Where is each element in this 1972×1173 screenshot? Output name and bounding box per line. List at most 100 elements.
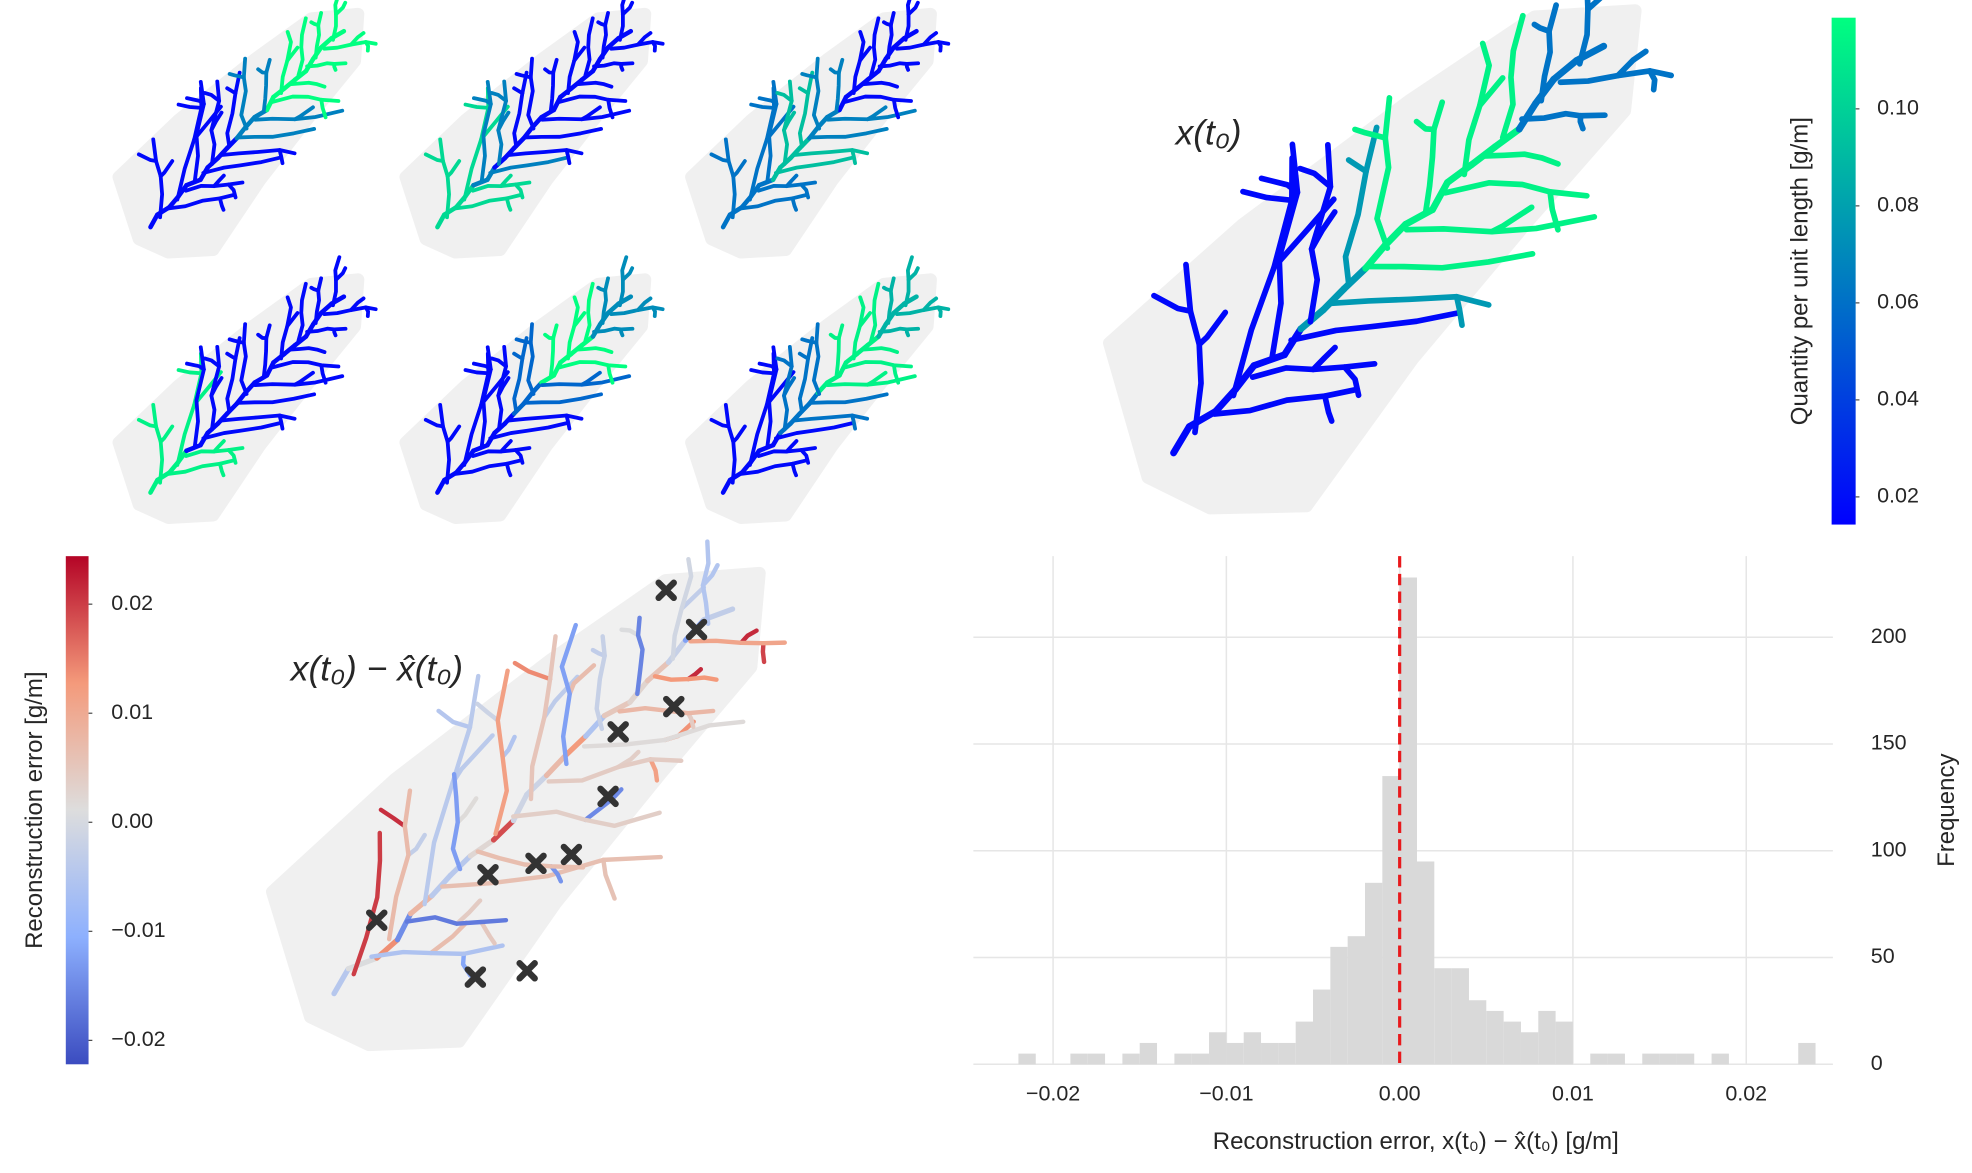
- histogram-bar: [1087, 1053, 1106, 1065]
- river-reach: [287, 80, 327, 89]
- river-reach: [1538, 2, 1559, 104]
- river-reach: [1319, 285, 1348, 314]
- histogram-bar: [1226, 1042, 1244, 1065]
- river-reach: [670, 557, 694, 662]
- river-reach: [790, 196, 798, 212]
- river-reach: [454, 898, 483, 926]
- river-reach: [566, 295, 580, 361]
- river-reach: [1550, 57, 1580, 83]
- colorbar-tick-label: −0.01: [111, 918, 165, 942]
- histogram-bar: [1607, 1053, 1625, 1065]
- colorbar-tick-label: 0.10: [1877, 96, 1919, 120]
- river-reach: [227, 72, 246, 80]
- river-reach: [236, 126, 317, 140]
- river-reach: [479, 345, 493, 450]
- river-reach: [261, 57, 272, 113]
- river-reach: [378, 807, 408, 829]
- river-reach: [739, 193, 809, 211]
- river-reach: [318, 36, 334, 50]
- river-reach: [218, 148, 297, 158]
- river-reach: [618, 0, 626, 42]
- river-reach: [313, 276, 324, 325]
- river-reach: [644, 659, 672, 684]
- histogram-bar: [1243, 1032, 1262, 1065]
- histogram-bar: [1416, 861, 1435, 1065]
- river-reach: [834, 323, 845, 379]
- river-reach: [619, 627, 641, 638]
- histogram-bar: [1555, 1021, 1573, 1065]
- colorbar-tick-label: 0.01: [111, 700, 153, 724]
- river-reach: [488, 155, 570, 175]
- river-reach: [318, 301, 334, 316]
- river-reach: [1250, 351, 1288, 370]
- river-reach: [512, 70, 529, 149]
- colorbar-label: Reconstruction error [g/m]: [21, 672, 48, 949]
- river-reach: [774, 421, 855, 441]
- river-reach: [438, 137, 451, 220]
- river-reach: [151, 402, 165, 485]
- x-tick-label: 0.00: [1379, 1081, 1421, 1105]
- river-reach: [837, 94, 849, 113]
- river-reach: [334, 266, 348, 282]
- river-reach: [479, 79, 493, 184]
- river-reach: [528, 634, 558, 802]
- river-reach: [345, 955, 380, 972]
- river-reach: [636, 296, 653, 312]
- river-reach: [1365, 251, 1536, 271]
- river-reach: [1531, 21, 1552, 35]
- river-reach: [192, 345, 206, 450]
- colorbar-tick-label: −0.02: [111, 1027, 165, 1051]
- river-reach: [546, 757, 684, 784]
- river-reach: [151, 137, 165, 220]
- river-reach: [471, 446, 532, 459]
- histogram-bar: [1711, 1053, 1729, 1065]
- river-reach: [463, 102, 491, 110]
- river-reach: [192, 79, 206, 184]
- river-reach: [800, 72, 819, 80]
- river-reach: [1288, 310, 1461, 344]
- river-reach: [1429, 179, 1451, 214]
- river-reach: [749, 368, 776, 376]
- river-reach: [652, 674, 719, 682]
- river-reach: [209, 345, 222, 432]
- histogram-bar: [1122, 1053, 1140, 1065]
- river-reach: [921, 31, 939, 47]
- river-reach: [148, 477, 160, 495]
- river-reach: [723, 137, 737, 220]
- river-reach: [471, 180, 532, 193]
- colorbar-label: Quantity per unit length [g/m]: [1787, 117, 1814, 425]
- river-reach: [574, 80, 614, 89]
- river-reach: [851, 30, 866, 95]
- river-reach: [605, 36, 621, 50]
- river-reach: [738, 628, 759, 646]
- river-reach: [505, 413, 584, 423]
- river-reach: [791, 413, 870, 423]
- river-reach: [522, 126, 603, 140]
- river-reach: [331, 255, 342, 308]
- river-reach: [1557, 68, 1675, 86]
- river-reach: [891, 301, 907, 316]
- river-reach: [218, 196, 226, 212]
- river-reach: [467, 837, 497, 859]
- river-reach: [1258, 175, 1301, 196]
- river-reach: [774, 155, 855, 175]
- river-reach: [799, 182, 811, 200]
- river-reach: [526, 322, 536, 396]
- river-reach: [583, 281, 595, 343]
- river-reach: [790, 461, 798, 478]
- river-reach: [765, 79, 779, 184]
- river-reach: [542, 674, 580, 720]
- river-reach: [1240, 188, 1295, 204]
- river-reach: [505, 148, 584, 158]
- river-reach: [1170, 423, 1193, 457]
- river-reach: [551, 360, 563, 378]
- river-reach: [422, 673, 481, 907]
- river-reach: [891, 36, 907, 50]
- river-reach: [331, 966, 352, 997]
- river-reach: [1183, 261, 1204, 436]
- river-reach: [218, 461, 226, 478]
- river-reach: [1342, 124, 1380, 288]
- river-reach: [791, 148, 870, 158]
- river-reach: [176, 368, 204, 376]
- river-reach: [428, 920, 469, 956]
